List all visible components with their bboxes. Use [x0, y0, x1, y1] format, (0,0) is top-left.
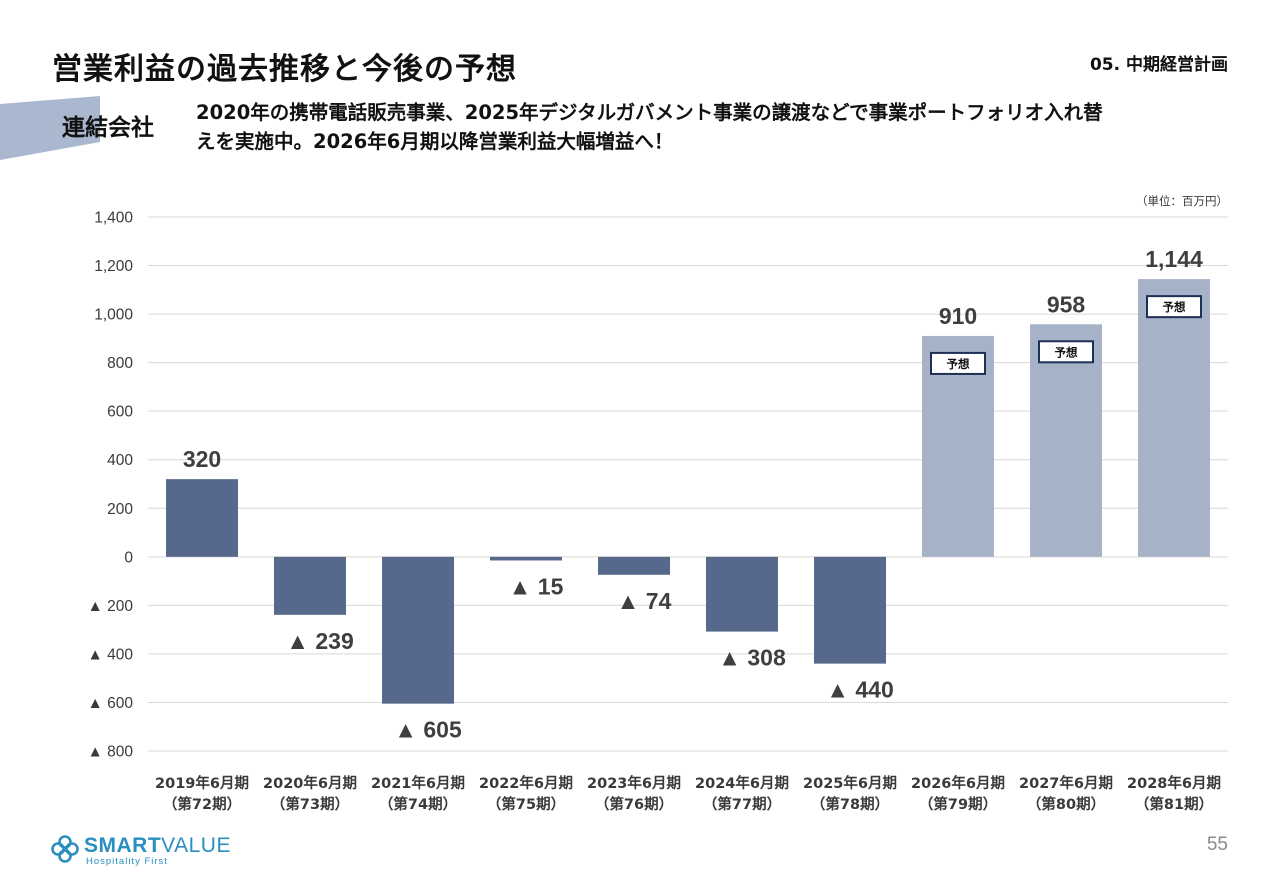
x-category-period: （第80期） — [1027, 795, 1105, 813]
y-tick-label: 200 — [107, 501, 133, 518]
data-label: 1,144 — [1145, 246, 1203, 272]
page-title: 営業利益の過去推移と今後の予想 — [52, 52, 517, 87]
data-label: ▲ 15 — [509, 573, 564, 599]
data-label: ▲ 605 — [394, 717, 462, 743]
logo-tagline: Hospitality First — [86, 856, 168, 867]
bar — [166, 479, 238, 557]
data-label: ▲ 308 — [718, 645, 786, 671]
y-tick-label: 1,000 — [94, 307, 133, 324]
forecast-badge-label: 予想 — [1163, 300, 1186, 314]
forecast-badge-label: 予想 — [1055, 345, 1078, 359]
y-tick-label: 600 — [107, 404, 133, 421]
forecast-badge — [1038, 340, 1094, 364]
data-label: ▲ 74 — [617, 588, 672, 614]
bar — [1138, 279, 1210, 557]
y-tick-label: 1,200 — [94, 258, 133, 275]
x-category-period: （第76期） — [595, 795, 673, 813]
data-label: ▲ 440 — [826, 677, 894, 703]
x-category-label: 2028年6月期 — [1127, 774, 1221, 792]
x-category-period: （第81期） — [1135, 795, 1213, 813]
bar — [706, 556, 778, 632]
x-category-period: （第79期） — [919, 795, 997, 813]
bar — [598, 556, 670, 575]
clover-logo-icon — [51, 835, 79, 863]
bar — [490, 556, 562, 561]
lead-text: 2020年の携帯電話販売事業、2025年デジタルガバメント事業の譲渡などで事業ポ… — [196, 98, 1246, 156]
forecast-badge — [1146, 295, 1202, 319]
forecast-badge-label: 予想 — [947, 357, 970, 371]
x-category-period: （第77期） — [703, 795, 781, 813]
y-tick-label: ▲ 400 — [87, 646, 133, 663]
x-category-label: 2023年6月期 — [587, 774, 681, 792]
lead-line-1: 2020年の携帯電話販売事業、2025年デジタルガバメント事業の譲渡などで事業ポ… — [196, 101, 1103, 124]
data-label: ▲ 239 — [286, 628, 354, 654]
x-category-period: （第73期） — [271, 795, 349, 813]
x-category-label: 2020年6月期 — [263, 774, 357, 792]
y-tick-label: 800 — [107, 355, 133, 372]
x-category-period: （第75期） — [487, 795, 565, 813]
x-category-label: 2027年6月期 — [1019, 774, 1113, 792]
entity-label: 連結会社 — [62, 115, 154, 141]
lead-line-2: えを実施中。2026年6月期以降営業利益大幅増益へ！ — [196, 130, 674, 153]
x-category-label: 2025年6月期 — [803, 774, 897, 792]
smartvalue-logo: SMARTVALUE Hospitality First — [50, 832, 230, 872]
x-category-label: 2026年6月期 — [911, 774, 1005, 792]
page-number: 55 — [1206, 834, 1228, 855]
x-category-period: （第74期） — [379, 795, 457, 813]
unit-note: （単位：百万円） — [1136, 194, 1228, 208]
bar — [274, 556, 346, 615]
x-category-label: 2021年6月期 — [371, 774, 465, 792]
logo-wordmark: SMARTVALUE — [84, 834, 231, 858]
y-tick-label: 1,400 — [94, 210, 133, 227]
data-label: 910 — [939, 303, 977, 329]
y-tick-label: 400 — [107, 452, 133, 469]
y-tick-label: 0 — [124, 549, 133, 566]
x-category-label: 2024年6月期 — [695, 774, 789, 792]
bar — [382, 556, 454, 704]
logo-value: VALUE — [161, 834, 231, 857]
section-label: 05. 中期経営計画 — [1089, 55, 1228, 75]
forecast-badge — [930, 351, 986, 375]
x-category-period: （第78期） — [811, 795, 889, 813]
bar — [814, 556, 886, 664]
data-label: 958 — [1047, 291, 1086, 317]
x-category-label: 2022年6月期 — [479, 774, 573, 792]
x-category-label: 2019年6月期 — [155, 774, 249, 792]
y-tick-label: ▲ 800 — [87, 744, 133, 761]
logo-smart: SMART — [84, 834, 162, 857]
y-tick-label: ▲ 200 — [87, 598, 133, 615]
data-label: 320 — [183, 446, 221, 472]
x-category-period: （第72期） — [163, 795, 241, 813]
y-tick-label: ▲ 600 — [87, 695, 133, 712]
